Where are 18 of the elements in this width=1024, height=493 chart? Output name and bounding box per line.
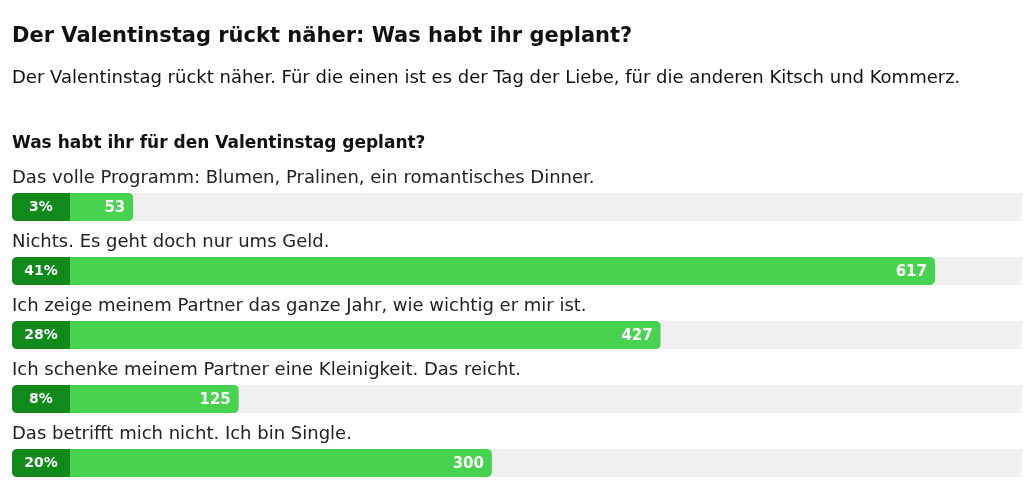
data-label: 8% xyxy=(29,390,53,406)
chart-subtitle: Der Valentinstag rückt näher. Für die einen ist es der Tag der Liebe, für die anderen Kitsch und Kommerz. xyxy=(12,66,961,87)
annotation: 427 xyxy=(621,326,653,344)
data-label: 28% xyxy=(24,326,58,342)
chart-title: Der Valentinstag rückt näher: Was habt ihr geplant? xyxy=(12,23,633,47)
data-label: 3% xyxy=(29,198,53,214)
y-tick-label: Das volle Programm: Blumen, Pralinen, ein romantisches Dinner. xyxy=(12,166,595,187)
data-label: 20% xyxy=(24,454,58,470)
annotation: 300 xyxy=(452,454,484,472)
y-tick-label: Ich schenke meinem Partner eine Kleinigkeit. Das reicht. xyxy=(12,358,522,379)
annotation: 617 xyxy=(895,262,927,280)
annotation: 53 xyxy=(104,198,126,216)
annotation: 125 xyxy=(199,390,231,408)
y-tick-label: Das betrifft mich nicht. Ich bin Single. xyxy=(12,422,352,443)
y-tick-label: Ich zeige meinem Partner das ganze Jahr, wie wichtig er mir ist. xyxy=(12,294,587,315)
y-tick-label: Nichts. Es geht doch nur ums Geld. xyxy=(12,230,330,251)
data-label: 41% xyxy=(24,262,58,278)
text: Was habt ihr für den Valentinstag geplant? xyxy=(12,132,426,152)
